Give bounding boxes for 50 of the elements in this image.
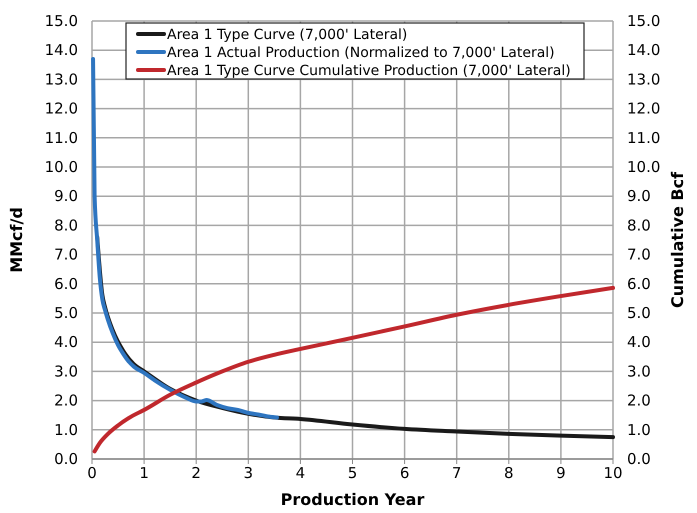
y2-axis-title: Cumulative Bcf <box>668 170 687 308</box>
x-tick-label: 2 <box>191 464 201 482</box>
x-tick-label: 1 <box>139 464 149 482</box>
y2-tick-label: 6.0 <box>627 274 651 293</box>
line-series <box>92 286 615 454</box>
x-tick-label: 3 <box>244 464 254 482</box>
y-tick-label: 15.0 <box>44 12 78 30</box>
y2-tick-label: 12.0 <box>627 100 660 118</box>
x-tick-label: 0 <box>87 464 97 482</box>
y2-tick-label: 8.0 <box>627 216 651 234</box>
y2-tick-label: 5.0 <box>627 304 651 322</box>
x-tick-label: 5 <box>348 464 358 482</box>
x-tick-label: 7 <box>452 464 462 482</box>
y2-tick-label: 13.0 <box>627 70 660 88</box>
y-tick-label: 14.0 <box>44 41 78 60</box>
legend-label: Area 1 Type Curve (7,000' Lateral) <box>167 27 408 43</box>
y2-tick-label: 4.0 <box>627 333 651 352</box>
y2-tick-label: 14.0 <box>627 41 660 60</box>
y2-tick-label: 15.0 <box>627 12 660 30</box>
y-tick-label: 10.0 <box>44 158 78 176</box>
y-tick-label: 7.0 <box>54 246 78 264</box>
legend-label: Area 1 Type Curve Cumulative Production (7,000' Lateral) <box>167 63 571 79</box>
y2-tick-label: 11.0 <box>627 128 660 147</box>
y-tick-label: 11.0 <box>44 128 78 147</box>
y-tick-label: 6.0 <box>54 274 78 293</box>
x-axis-title: Production Year <box>280 490 424 509</box>
y-tick-label: 0.0 <box>54 450 78 468</box>
y-tick-label: 1.0 <box>54 420 78 439</box>
x-tick-label: 10 <box>603 464 623 482</box>
y2-tick-label: 9.0 <box>627 187 651 206</box>
y-tick-label: 8.0 <box>54 216 78 234</box>
y2-tick-label: 7.0 <box>627 246 651 264</box>
y2-tick-label: 1.0 <box>627 420 651 439</box>
y-tick-label: 12.0 <box>44 100 78 118</box>
x-tick-label: 4 <box>296 464 306 482</box>
y-tick-label: 3.0 <box>54 362 78 380</box>
y2-tick-label: 3.0 <box>627 362 651 380</box>
x-tick-label: 9 <box>556 464 566 482</box>
y2-tick-label: 10.0 <box>627 158 660 176</box>
y-tick-label: 9.0 <box>54 187 78 206</box>
y-axis-title: MMcf/d <box>7 207 26 273</box>
y-tick-label: 2.0 <box>54 392 78 410</box>
legend-label: Area 1 Actual Production (Normalized to 7,000' Lateral) <box>167 45 555 61</box>
y2-tick-label: 2.0 <box>627 392 651 410</box>
y-tick-label: 4.0 <box>54 333 78 352</box>
y2-tick-label: 0.0 <box>627 450 651 468</box>
y-tick-label: 13.0 <box>44 70 78 88</box>
x-tick-label: 6 <box>400 464 410 482</box>
x-tick-label: 8 <box>504 464 514 482</box>
y-tick-label: 5.0 <box>54 304 78 322</box>
